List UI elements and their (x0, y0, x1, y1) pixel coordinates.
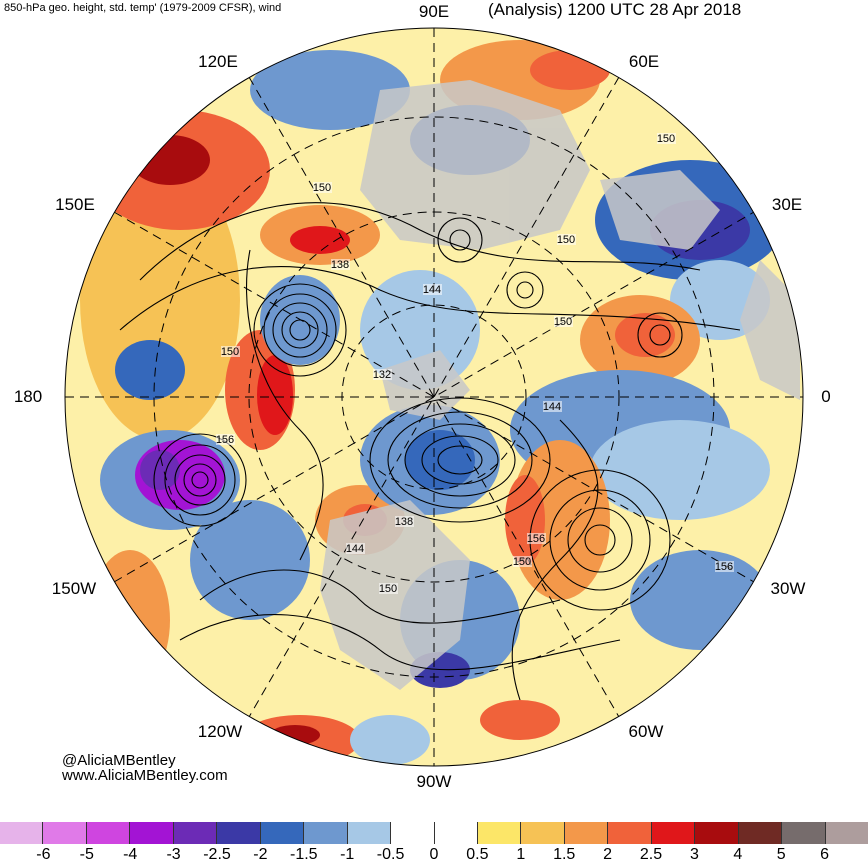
polar-map: 150 150 150 138 144 150 132 144 150 156 138 144 150 1… (64, 27, 804, 767)
contour-label: 132 (373, 369, 391, 381)
lon-label-90e: 90E (418, 2, 450, 21)
map-border (64, 27, 804, 767)
lon-label-0: 0 (821, 387, 831, 406)
contour-label-bg (313, 182, 332, 193)
colorbar-tick-label: -1.5 (290, 846, 318, 863)
lon-label-60e: 60E (628, 52, 660, 71)
contour-label: 144 (543, 401, 561, 413)
contour-label: 150 (557, 234, 575, 246)
colorbar-tick-label: -6 (36, 846, 51, 863)
colorbar-swatch (608, 822, 652, 844)
height-contours (119, 202, 741, 701)
colorbar-swatch (43, 822, 87, 844)
contour-label-bg (557, 234, 576, 245)
colorbar-swatch (130, 822, 174, 844)
lon-label-60w: 60W (628, 722, 664, 741)
colorbar-swatch (521, 822, 565, 844)
lon-label-150w: 150W (51, 579, 97, 598)
contour-label: 138 (331, 259, 349, 271)
contour-label-bg (331, 259, 350, 270)
colorbar-swatch (391, 822, 435, 844)
lon-label-30e: 30E (771, 195, 803, 214)
colorbar-swatch (738, 822, 783, 844)
contour-label: 150 (657, 133, 675, 145)
colorbar-swatch (651, 822, 696, 844)
author-handle: @AliciaMBentley (62, 752, 176, 769)
contour-label-bg (346, 543, 365, 554)
colorbar-tick-label: 0.5 (466, 846, 489, 863)
colorbar-tick-label: 0 (429, 846, 439, 863)
colorbar-tick-label: 2.5 (639, 846, 663, 863)
colorbar-tick-label: -4 (123, 846, 138, 863)
colorbar-swatch (86, 822, 131, 844)
colorbar-tick-label: 6 (820, 846, 830, 863)
colorbar-swatch (695, 822, 739, 844)
contour-labels: 150 150 150 138 144 150 132 144 150 156 138 144 150 1… (216, 133, 734, 595)
map-title: 850-hPa geo. height, std. temp' (1979-20… (4, 2, 282, 14)
contour-label-bg (423, 284, 442, 295)
colorbar-swatch (477, 822, 522, 844)
contour-label: 150 (221, 346, 239, 358)
contour-label-bg (216, 434, 235, 445)
colorbar-tick-label: 5 (776, 846, 786, 863)
colorbar-swatch (825, 822, 868, 844)
valid-time-title: (Analysis) 1200 UTC 28 Apr 2018 (488, 0, 742, 19)
map-disc (65, 28, 803, 766)
colorbar-tick-label: -3 (166, 846, 181, 863)
contour-label: 156 (527, 533, 545, 545)
colorbar-tick-label: 3 (689, 846, 699, 863)
contour-label: 150 (513, 556, 531, 568)
contour-label-bg (554, 316, 573, 327)
colorbar-tick-label: -0.5 (376, 846, 405, 863)
contour-label-bg (221, 346, 240, 357)
colorbar-tick-label: -5 (79, 846, 94, 863)
contour-label: 150 (379, 583, 397, 595)
contour-label-bg (527, 533, 546, 544)
contour-label: 150 (554, 316, 572, 328)
colorbar-tick-label: -2.5 (203, 846, 231, 863)
colorbar-swatch (173, 822, 218, 844)
lon-label-150e: 150E (55, 195, 95, 214)
colorbar-tick-label: 2 (603, 846, 613, 863)
colorbar-swatch (260, 822, 305, 844)
colorbar-ticks: -6 -5 -4 -3 -2.5 -2 -1.5 -1 -0.5 0 0.5 1 1.5 2 2.5 3 4 5 6 (0, 846, 868, 865)
colorbar-swatch (217, 822, 261, 844)
lon-label-180: 180 (13, 387, 43, 406)
contour-label: 144 (346, 543, 364, 555)
contour-label-bg (543, 401, 562, 412)
lon-label-30w: 30W (770, 579, 806, 598)
contour-label: 156 (216, 434, 234, 446)
lon-label-120w: 120W (197, 722, 243, 741)
lon-label-120e: 120E (198, 52, 238, 71)
contour-label-bg (395, 516, 414, 527)
colorbar (0, 822, 868, 844)
contour-label-bg (379, 583, 398, 594)
author-website: www.AliciaMBentley.com (62, 767, 228, 784)
contour-label-bg (373, 369, 392, 380)
colorbar-tick-label: 4 (733, 846, 743, 863)
colorbar-tick-label: -2 (253, 846, 268, 863)
lat-lon-grid (65, 28, 803, 766)
colorbar-tick-label: 1 (516, 846, 526, 863)
contour-label-bg (657, 133, 676, 144)
colorbar-swatch (564, 822, 609, 844)
colorbar-swatch (434, 822, 478, 844)
contour-label: 156 (715, 561, 733, 573)
contour-label: 150 (313, 182, 331, 194)
lon-label-90w: 90W (416, 772, 452, 791)
contour-label: 144 (423, 284, 441, 296)
colorbar-tick-label: 1.5 (553, 846, 576, 863)
colorbar-swatch (347, 822, 392, 844)
colorbar-swatch (0, 822, 44, 844)
colorbar-swatch (304, 822, 348, 844)
colorbar-tick-label: -1 (340, 846, 355, 863)
colorbar-swatch (782, 822, 826, 844)
contour-label-bg (715, 561, 734, 572)
contour-label-bg (513, 556, 532, 567)
contour-label: 138 (395, 516, 413, 528)
